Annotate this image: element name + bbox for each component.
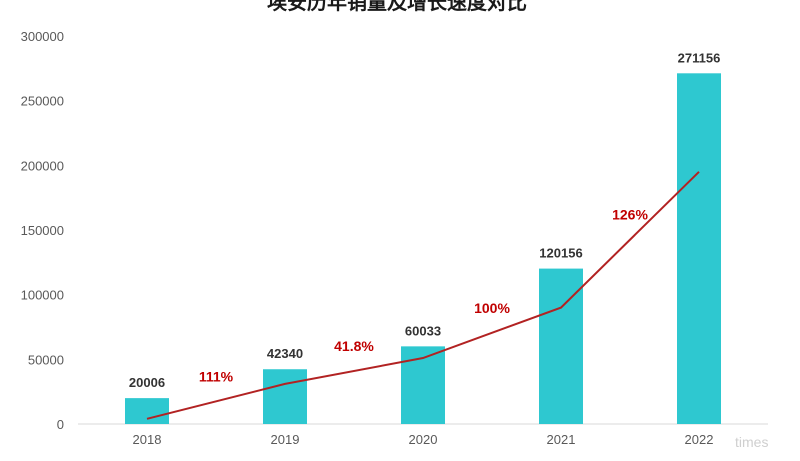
growth-line bbox=[146, 171, 700, 420]
bar-value-label: 42340 bbox=[267, 346, 303, 361]
y-tick-label: 200000 bbox=[21, 158, 64, 173]
growth-rate-label: 41.8% bbox=[334, 338, 374, 354]
x-tick-label: 2019 bbox=[271, 432, 300, 447]
bar bbox=[677, 73, 721, 425]
y-tick-label: 50000 bbox=[28, 352, 64, 367]
bar-value-label: 60033 bbox=[405, 323, 441, 338]
y-tick-label: 100000 bbox=[21, 288, 64, 303]
bar-value-label: 271156 bbox=[678, 50, 721, 65]
bar-series bbox=[125, 73, 721, 425]
growth-rate-label: 100% bbox=[474, 300, 510, 316]
chart-title: 埃安历年销量及增长速度对比 bbox=[267, 0, 527, 14]
bar bbox=[125, 398, 169, 424]
bar bbox=[401, 346, 445, 424]
y-tick-label: 150000 bbox=[21, 223, 64, 238]
y-tick-label: 300000 bbox=[21, 29, 64, 44]
growth-labels: 111% 41.8% 100% 126% bbox=[199, 207, 649, 385]
x-tick-label: 2022 bbox=[685, 432, 714, 447]
growth-rate-label: 111% bbox=[199, 368, 234, 384]
bar-value-label: 20006 bbox=[129, 375, 165, 390]
growth-rate-label: 126% bbox=[612, 207, 648, 223]
y-tick-label: 0 bbox=[57, 417, 64, 432]
bar-value-labels: 20006 42340 60033 120156 271156 bbox=[129, 50, 720, 390]
y-axis: 0 50000 100000 150000 200000 250000 300000 bbox=[21, 29, 64, 432]
bar bbox=[263, 369, 307, 424]
bar-value-label: 120156 bbox=[539, 246, 582, 261]
x-tick-label: 2021 bbox=[547, 432, 576, 447]
x-tick-label: 2020 bbox=[409, 432, 438, 447]
x-tick-label: 2018 bbox=[133, 432, 162, 447]
watermark: times bbox=[735, 434, 768, 450]
x-axis: 2018 2019 2020 2021 2022 bbox=[133, 432, 714, 447]
y-tick-label: 250000 bbox=[21, 94, 64, 109]
